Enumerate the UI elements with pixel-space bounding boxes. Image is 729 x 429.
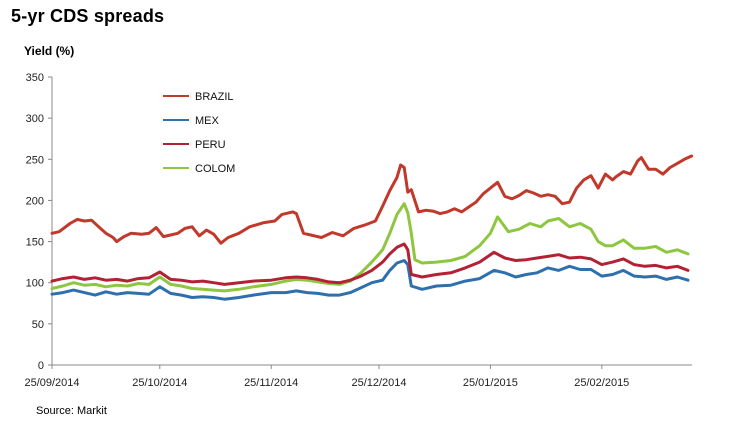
legend-label-peru: PERU: [195, 139, 226, 151]
y-tick-label: 350: [26, 72, 44, 84]
x-tick-label: 25/01/2015: [463, 377, 518, 389]
y-tick-label: 300: [26, 113, 44, 125]
legend: BRAZIL MEX PERU COLOM: [163, 91, 235, 175]
series-layer: [50, 154, 694, 301]
legend-label-brazil: BRAZIL: [195, 91, 234, 103]
x-tick-label: 25/09/2014: [24, 377, 79, 389]
y-tick-label: 150: [26, 237, 44, 249]
chart-title: 5-yr CDS spreads: [11, 6, 165, 26]
series-line-brazil: [50, 154, 694, 245]
legend-label-colom: COLOM: [195, 163, 235, 175]
y-tick-label: 250: [26, 154, 44, 166]
series-line-peru: [50, 242, 690, 286]
x-tick-label: 25/12/2014: [351, 377, 406, 389]
x-tick-label: 25/02/2015: [574, 377, 629, 389]
series-line-mex: [50, 259, 690, 301]
x-tick-label: 25/10/2014: [132, 377, 187, 389]
y-tick-label: 50: [32, 319, 44, 331]
y-tick-label: 100: [26, 278, 44, 290]
y-axis-label: Yield (%): [24, 44, 75, 58]
axes: 0 50 100 150 200 250 300 350 25/09/2014 25/10/201…: [24, 72, 692, 389]
x-tick-label: 25/11/2014: [244, 377, 298, 389]
y-tick-label: 0: [38, 360, 44, 372]
y-tick-label: 200: [26, 195, 44, 207]
series-line-colom: [50, 202, 690, 293]
source-note: Source: Markit: [36, 405, 107, 417]
legend-label-mex: MEX: [195, 115, 220, 127]
